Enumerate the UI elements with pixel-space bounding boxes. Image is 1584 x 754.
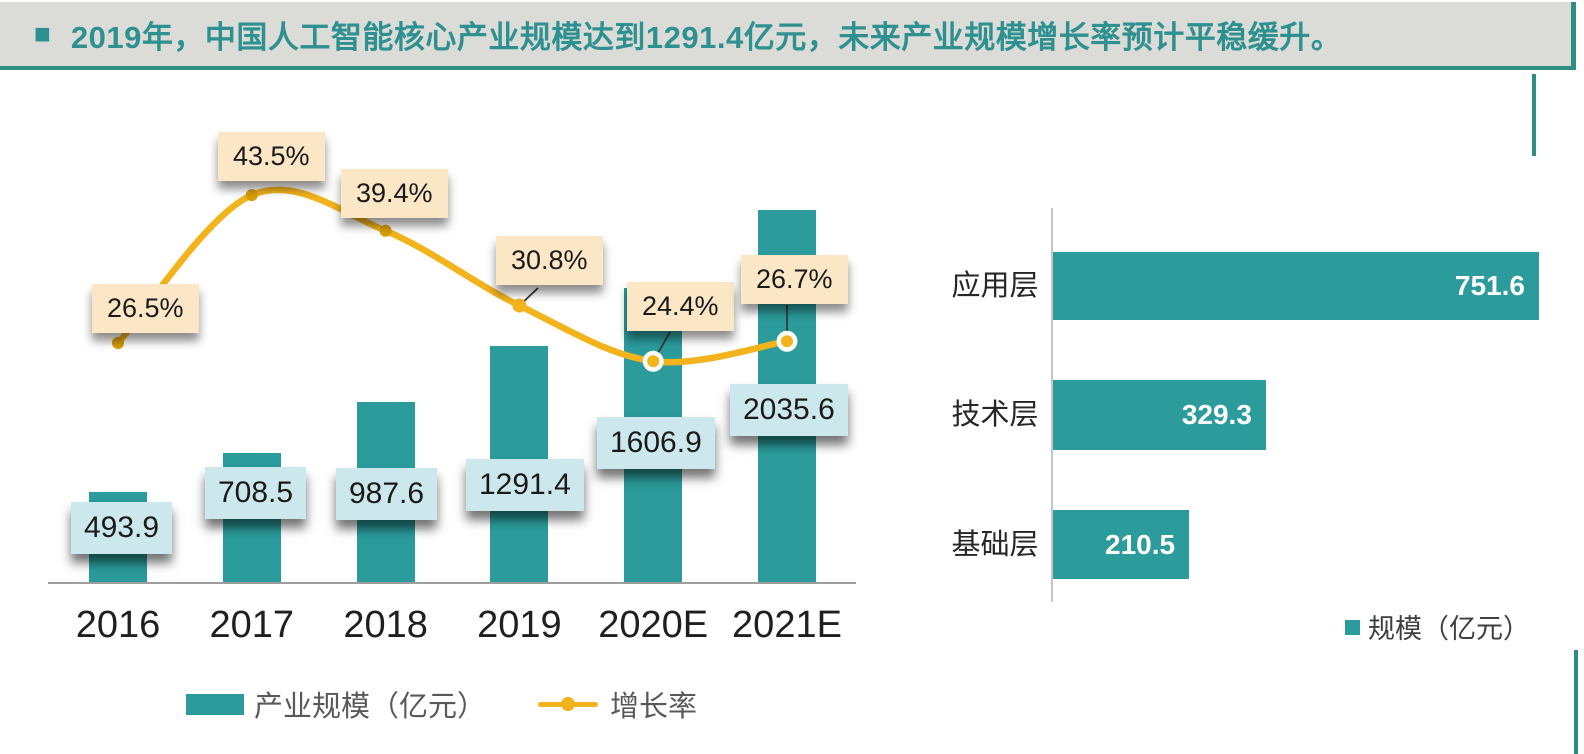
category-axis-line — [1051, 208, 1053, 602]
x-axis-label: 2019 — [477, 604, 562, 646]
growth-marker — [112, 337, 124, 349]
layer-scale-bar: 329.3 — [1053, 380, 1266, 450]
industry-scale-combo-chart: 2016 493.9 2017 708.5 2018 987.6 2019 1291.4 202… — [48, 132, 856, 646]
headline-banner: ■ 2019年，中国人工智能核心产业规模达到1291.4亿元，未来产业规模增长率… — [0, 2, 1576, 70]
bar-series-legend-label: 产业规模（亿元） — [254, 691, 487, 723]
bar-value-label: 1291.4 — [466, 459, 584, 511]
x-axis-line — [48, 582, 856, 584]
category-label: 基础层 — [951, 528, 1039, 561]
x-axis-label: 2020E — [598, 604, 709, 646]
leader-line — [518, 287, 539, 307]
bar-value-label: 2035.6 — [730, 384, 848, 436]
x-axis-label: 2017 — [209, 604, 295, 646]
headline-text: 2019年，中国人工智能核心产业规模达到1291.4亿元，未来产业规模增长率预计… — [70, 19, 1343, 55]
growth-rate-line — [114, 186, 791, 366]
growth-rate-label: 43.5% — [218, 132, 325, 181]
growth-rate-label: 39.4% — [341, 169, 448, 218]
accent-line-top-right — [1532, 74, 1536, 156]
x-axis-label: 2018 — [343, 604, 428, 646]
growth-rate-label: 24.4% — [627, 282, 734, 331]
combo-chart-legend: 产业规模（亿元） 增长率 — [186, 682, 697, 726]
bar-value-label: 987.6 — [336, 468, 438, 520]
layer-scale-bar-chart: 应用层 751.6 技术层 329.3 基础层 210.5 — [900, 0, 1584, 754]
growth-marker — [245, 189, 258, 202]
x-axis-label: 2016 — [75, 604, 161, 646]
category-label: 技术层 — [951, 399, 1039, 431]
growth-marker — [512, 298, 527, 313]
line-series-legend-label: 增长率 — [610, 691, 698, 723]
growth-rate-label: 26.7% — [741, 255, 848, 304]
scale-series-legend-label: 规模（亿元） — [1368, 614, 1530, 644]
category-label: 应用层 — [951, 270, 1039, 302]
hbar-chart-legend: 规模（亿元） — [1345, 607, 1530, 646]
x-axis-label: 2021E — [732, 604, 842, 646]
growth-marker — [379, 224, 392, 237]
accent-line-bottom-right — [1574, 650, 1578, 754]
line-series-swatch — [538, 694, 599, 714]
scale-series-swatch — [1345, 620, 1360, 635]
bar-value-label: 493.9 — [71, 502, 173, 554]
bar-value-label: 708.5 — [205, 467, 307, 519]
layer-scale-bar: 751.6 — [1053, 252, 1539, 320]
bar-value-label: 1606.9 — [597, 417, 715, 469]
bar-series-swatch — [186, 693, 244, 715]
growth-rate-label: 30.8% — [496, 236, 603, 285]
layer-scale-bar: 210.5 — [1053, 510, 1190, 579]
bullet-square-icon: ■ — [34, 18, 51, 49]
growth-rate-label: 26.5% — [92, 284, 199, 333]
